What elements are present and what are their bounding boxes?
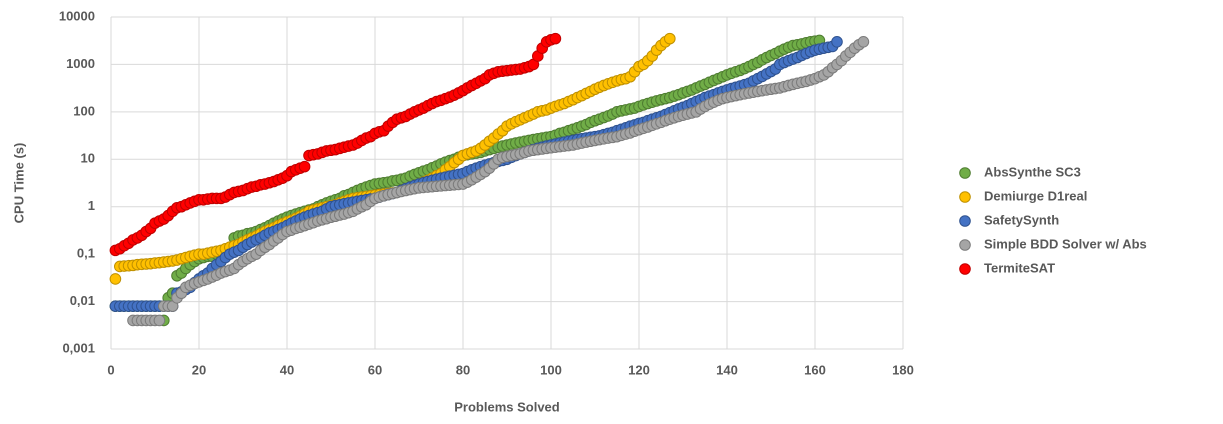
legend-marker <box>959 167 971 179</box>
y-tick-label: 100 <box>73 103 95 118</box>
x-tick-label: 20 <box>192 362 206 377</box>
y-tick-label: 0,01 <box>70 293 95 308</box>
point <box>298 160 311 173</box>
legend-label: AbsSynthe SC3 <box>984 164 1081 179</box>
point <box>664 32 676 45</box>
x-tick-label: 180 <box>892 362 914 377</box>
legend-marker <box>959 263 971 275</box>
point <box>857 35 870 48</box>
legend-marker <box>959 215 971 227</box>
y-tick-label: 10 <box>81 151 95 166</box>
point <box>153 314 166 327</box>
y-tick-label: 0,1 <box>77 246 95 261</box>
point <box>549 32 562 45</box>
y-tick-label: 10000 <box>59 8 95 23</box>
point <box>831 35 843 48</box>
x-tick-label: 40 <box>280 362 294 377</box>
y-tick-label: 0,001 <box>62 340 95 355</box>
x-axis-title: Problems Solved <box>454 399 560 414</box>
y-axis-title: CPU Time (s) <box>11 143 26 224</box>
legend-label: SafetySynth <box>984 212 1059 227</box>
x-tick-label: 120 <box>628 362 650 377</box>
y-tick-label: 1000 <box>66 56 95 71</box>
x-tick-label: 80 <box>456 362 470 377</box>
x-tick-label: 60 <box>368 362 382 377</box>
legend-marker <box>959 191 971 203</box>
legend-label: Demiurge D1real <box>984 188 1087 203</box>
x-tick-label: 0 <box>107 362 114 377</box>
legend-marker <box>959 239 971 251</box>
y-tick-label: 1 <box>88 198 95 213</box>
x-tick-label: 160 <box>804 362 826 377</box>
point <box>109 273 122 285</box>
x-tick-label: 100 <box>540 362 562 377</box>
legend-label: TermiteSAT <box>984 260 1055 275</box>
legend-label: Simple BDD Solver w/ Abs <box>984 236 1147 251</box>
x-tick-label: 140 <box>716 362 738 377</box>
